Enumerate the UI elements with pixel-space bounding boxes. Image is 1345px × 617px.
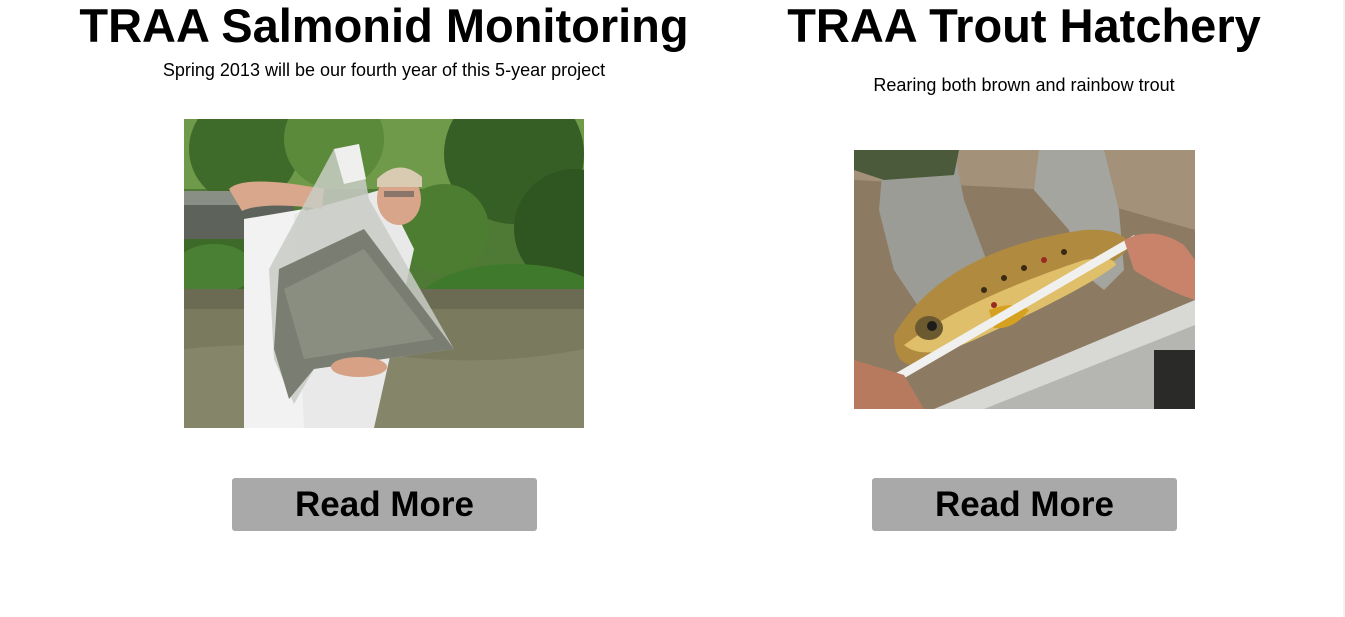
trout-photo-graphic <box>854 150 1195 409</box>
salmonid-photo-graphic <box>184 119 584 428</box>
card-title: TRAA Salmonid Monitoring <box>79 0 689 52</box>
read-more-button[interactable]: Read More <box>232 478 537 531</box>
page-edge-divider <box>1343 0 1345 617</box>
read-more-button[interactable]: Read More <box>872 478 1177 531</box>
card-subtitle: Spring 2013 will be our fourth year of t… <box>162 60 606 80</box>
trout-photo[interactable] <box>854 150 1195 409</box>
salmonid-photo[interactable] <box>184 119 584 428</box>
card-title: TRAA Trout Hatchery <box>787 0 1261 52</box>
card-subtitle: Rearing both brown and rainbow trout <box>873 75 1175 95</box>
